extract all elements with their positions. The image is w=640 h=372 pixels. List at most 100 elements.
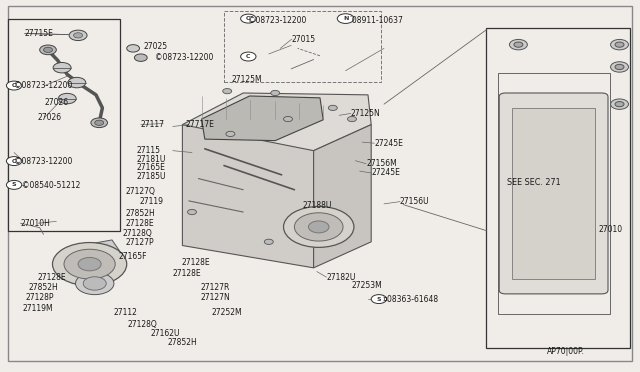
Circle shape <box>348 116 356 122</box>
Text: 27128Q: 27128Q <box>128 320 157 329</box>
Bar <box>486 28 630 348</box>
Circle shape <box>611 39 628 50</box>
Circle shape <box>615 42 624 47</box>
Text: 27245E: 27245E <box>374 139 403 148</box>
Text: 27127P: 27127P <box>125 238 154 247</box>
Text: 27128P: 27128P <box>26 293 54 302</box>
Polygon shape <box>182 93 371 151</box>
Circle shape <box>615 102 624 107</box>
Text: 27010H: 27010H <box>20 219 51 228</box>
Text: 27165E: 27165E <box>136 163 165 172</box>
Circle shape <box>514 42 523 47</box>
Text: 27115: 27115 <box>136 146 160 155</box>
Text: 27127Q: 27127Q <box>125 187 156 196</box>
Text: 27715E: 27715E <box>24 29 53 38</box>
Text: 27112: 27112 <box>114 308 138 317</box>
Text: ©08540-51212: ©08540-51212 <box>22 182 81 190</box>
Text: 27026: 27026 <box>37 113 61 122</box>
Text: ©08723-12200: ©08723-12200 <box>14 157 72 166</box>
Circle shape <box>328 105 337 110</box>
Circle shape <box>371 295 387 304</box>
Text: 27119M: 27119M <box>22 304 53 312</box>
Circle shape <box>284 206 354 247</box>
FancyBboxPatch shape <box>499 93 608 294</box>
Text: 27852H: 27852H <box>125 209 155 218</box>
Bar <box>224 11 381 82</box>
Text: ©08723-12200: ©08723-12200 <box>155 53 213 62</box>
Text: 27162U: 27162U <box>150 329 180 338</box>
Text: AP70|00P.: AP70|00P. <box>547 347 585 356</box>
Text: 27125M: 27125M <box>232 76 262 84</box>
Circle shape <box>337 14 354 23</box>
Circle shape <box>271 90 280 96</box>
Circle shape <box>284 116 292 122</box>
Text: 27025: 27025 <box>144 42 168 51</box>
Bar <box>512 108 595 279</box>
Circle shape <box>6 81 22 90</box>
Polygon shape <box>202 96 323 141</box>
Text: 27015: 27015 <box>292 35 316 44</box>
Text: C: C <box>246 54 251 59</box>
Text: 27010: 27010 <box>598 225 623 234</box>
Circle shape <box>615 64 624 70</box>
Text: SEE SEC. 271: SEE SEC. 271 <box>507 178 561 187</box>
Text: S: S <box>12 182 17 187</box>
Text: 27128E: 27128E <box>125 219 154 228</box>
Text: N: N <box>343 16 348 21</box>
Polygon shape <box>314 125 371 268</box>
Text: ©08723-12200: ©08723-12200 <box>14 81 72 90</box>
Text: 27185U: 27185U <box>136 172 166 181</box>
Circle shape <box>264 239 273 244</box>
Text: 27128E: 27128E <box>182 258 211 267</box>
Circle shape <box>241 52 256 61</box>
Text: 27156M: 27156M <box>366 159 397 168</box>
Circle shape <box>40 45 56 55</box>
Text: 27128E: 27128E <box>37 273 66 282</box>
Text: C: C <box>246 16 251 21</box>
Circle shape <box>78 257 101 271</box>
Circle shape <box>134 54 147 61</box>
Circle shape <box>74 33 83 38</box>
Circle shape <box>509 39 527 50</box>
Text: 27125N: 27125N <box>351 109 380 118</box>
Circle shape <box>226 131 235 137</box>
Text: 27852H: 27852H <box>29 283 58 292</box>
Text: 27252M: 27252M <box>211 308 242 317</box>
Circle shape <box>68 77 86 88</box>
Circle shape <box>223 89 232 94</box>
Circle shape <box>6 157 22 166</box>
Circle shape <box>69 30 87 41</box>
Circle shape <box>308 221 329 233</box>
Circle shape <box>58 93 76 104</box>
Circle shape <box>241 14 256 23</box>
Text: 27181U: 27181U <box>136 155 166 164</box>
Circle shape <box>83 277 106 290</box>
Circle shape <box>64 249 115 279</box>
Text: 27156U: 27156U <box>400 197 429 206</box>
Text: 27253M: 27253M <box>352 281 383 290</box>
Circle shape <box>52 243 127 286</box>
Bar <box>498 73 610 314</box>
Circle shape <box>127 45 140 52</box>
Polygon shape <box>70 240 125 279</box>
Text: 27165F: 27165F <box>118 252 147 261</box>
Text: 27245E: 27245E <box>371 169 400 177</box>
Text: C: C <box>12 83 17 88</box>
Text: 27127N: 27127N <box>201 293 230 302</box>
Circle shape <box>611 62 628 72</box>
Circle shape <box>294 213 343 241</box>
Text: ¤08363-61648: ¤08363-61648 <box>383 295 439 304</box>
Text: 27717E: 27717E <box>186 120 214 129</box>
Text: 27182U: 27182U <box>326 273 356 282</box>
Circle shape <box>6 180 22 189</box>
Circle shape <box>53 62 71 73</box>
Text: 27188U: 27188U <box>302 201 332 210</box>
Text: 27127R: 27127R <box>201 283 230 292</box>
Circle shape <box>76 272 114 295</box>
Circle shape <box>611 99 628 109</box>
Text: ´08911-10637: ´08911-10637 <box>349 16 404 25</box>
Bar <box>8 19 120 231</box>
Text: C: C <box>12 158 17 164</box>
Circle shape <box>188 209 196 215</box>
Text: 27128Q: 27128Q <box>123 229 152 238</box>
